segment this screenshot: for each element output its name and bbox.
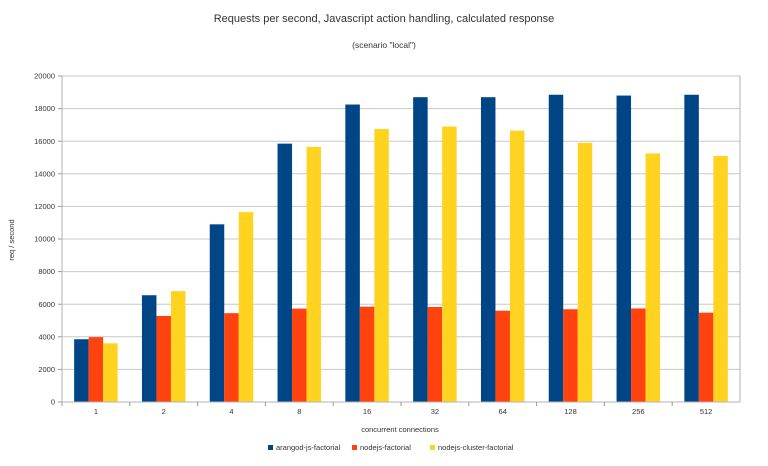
bar-nodejs-factorial-64 bbox=[495, 310, 510, 402]
bar-nodejs-cluster-factorial-2 bbox=[170, 291, 186, 402]
y-tick-label: 18000 bbox=[34, 104, 55, 113]
bar-arangod-js-factorial-1 bbox=[74, 339, 89, 402]
x-tick-label: 1 bbox=[94, 407, 98, 416]
bar-nodejs-factorial-4 bbox=[224, 313, 239, 402]
bar-nodejs-factorial-2 bbox=[156, 315, 171, 402]
y-tick-label: 6000 bbox=[38, 300, 55, 309]
y-tick-label: 12000 bbox=[34, 202, 55, 211]
y-tick-label: 4000 bbox=[38, 332, 55, 341]
axes bbox=[61, 76, 741, 406]
bar-nodejs-factorial-1 bbox=[88, 337, 104, 402]
bar-nodejs-cluster-factorial-32 bbox=[442, 126, 457, 402]
y-axis-label: req / second bbox=[7, 219, 16, 260]
x-tick-labels: 1 2 4 8 16 32 64 128 256 512 bbox=[94, 407, 713, 416]
bar-nodejs-cluster-factorial-8 bbox=[306, 146, 322, 402]
legend-label: nodejs-factorial bbox=[360, 443, 411, 452]
bar-nodejs-factorial-32 bbox=[427, 306, 443, 402]
bar-arangod-js-factorial-2 bbox=[141, 295, 157, 402]
bar-arangod-js-factorial-256 bbox=[616, 95, 632, 402]
y-tick-label: 20000 bbox=[34, 72, 55, 81]
y-tick-label: 2000 bbox=[38, 365, 55, 374]
bar-nodejs-factorial-128 bbox=[563, 309, 578, 402]
x-tick-label: 32 bbox=[431, 407, 439, 416]
y-tick-label: 0 bbox=[51, 398, 55, 407]
chart-title: Requests per second, Javascript action h… bbox=[214, 13, 555, 25]
bar-nodejs-factorial-8 bbox=[292, 308, 307, 402]
legend: arangod-js-factorial nodejs-factorial node… bbox=[268, 443, 514, 452]
bar-arangod-js-factorial-32 bbox=[413, 97, 428, 402]
bar-nodejs-cluster-factorial-64 bbox=[509, 130, 525, 403]
y-tick-labels: 0 2000 4000 6000 8000 10000 12000 14000 16000 180… bbox=[34, 72, 55, 407]
bar-nodejs-factorial-512 bbox=[698, 312, 714, 402]
x-axis-label: concurrent connections bbox=[361, 425, 439, 434]
bar-arangod-js-factorial-16 bbox=[345, 104, 360, 403]
x-tick-label: 2 bbox=[162, 407, 166, 416]
bar-arangod-js-factorial-4 bbox=[209, 224, 225, 402]
x-tick-label: 16 bbox=[363, 407, 371, 416]
x-tick-label: 4 bbox=[229, 407, 233, 416]
bar-arangod-js-factorial-512 bbox=[684, 94, 699, 403]
bar-nodejs-cluster-factorial-1 bbox=[103, 343, 118, 402]
chart-subtitle: (scenario "local") bbox=[352, 40, 416, 50]
x-tick-label: 512 bbox=[700, 407, 713, 416]
bar-arangod-js-factorial-128 bbox=[548, 94, 564, 403]
bars bbox=[74, 94, 728, 403]
bar-nodejs-factorial-256 bbox=[631, 308, 646, 402]
legend-swatch-nodejs-factorial bbox=[352, 445, 357, 450]
y-tick-label: 16000 bbox=[34, 137, 55, 146]
x-tick-label: 64 bbox=[499, 407, 507, 416]
bar-nodejs-cluster-factorial-128 bbox=[577, 142, 593, 402]
x-tick-label: 256 bbox=[632, 407, 645, 416]
bar-nodejs-cluster-factorial-256 bbox=[645, 153, 661, 402]
y-tick-label: 8000 bbox=[38, 267, 55, 276]
bar-nodejs-cluster-factorial-512 bbox=[713, 155, 728, 402]
legend-swatch-nodejs-cluster-factorial bbox=[430, 445, 435, 450]
y-tick-label: 14000 bbox=[34, 169, 55, 178]
bar-arangod-js-factorial-64 bbox=[480, 97, 496, 402]
legend-label: nodejs-cluster-factorial bbox=[438, 443, 514, 452]
x-tick-label: 128 bbox=[564, 407, 577, 416]
bar-nodejs-factorial-16 bbox=[359, 306, 375, 402]
bar-nodejs-cluster-factorial-4 bbox=[238, 212, 254, 402]
legend-swatch-arangod-js-factorial bbox=[268, 445, 273, 450]
bar-arangod-js-factorial-8 bbox=[277, 143, 293, 402]
legend-label: arangod-js-factorial bbox=[276, 443, 341, 452]
x-tick-label: 8 bbox=[297, 407, 301, 416]
y-tick-label: 10000 bbox=[34, 235, 55, 244]
bar-nodejs-cluster-factorial-16 bbox=[374, 128, 389, 402]
